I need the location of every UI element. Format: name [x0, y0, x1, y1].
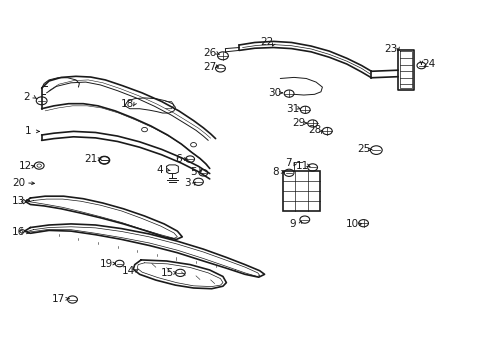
Text: 24: 24: [422, 59, 436, 69]
Text: 10: 10: [346, 219, 359, 229]
Text: 5: 5: [190, 167, 197, 177]
Text: 14: 14: [122, 266, 135, 276]
Text: 20: 20: [12, 178, 25, 188]
Text: 25: 25: [357, 144, 371, 154]
Text: 13: 13: [12, 196, 25, 206]
Text: 17: 17: [52, 294, 66, 304]
Text: 15: 15: [161, 268, 174, 278]
Text: 12: 12: [19, 161, 32, 171]
Text: 29: 29: [292, 118, 306, 128]
Text: 19: 19: [100, 258, 114, 269]
Text: 9: 9: [290, 219, 296, 229]
Text: 3: 3: [184, 178, 191, 188]
Text: 11: 11: [295, 161, 309, 171]
Bar: [283, 171, 320, 211]
Text: 27: 27: [203, 62, 217, 72]
Text: 28: 28: [308, 125, 321, 135]
Text: 22: 22: [260, 37, 274, 48]
Text: 21: 21: [84, 154, 98, 164]
Text: 8: 8: [272, 167, 279, 177]
Text: 6: 6: [175, 154, 182, 164]
Text: 26: 26: [203, 48, 217, 58]
Text: 23: 23: [384, 44, 398, 54]
Text: 1: 1: [25, 126, 32, 136]
Text: 31: 31: [286, 104, 299, 114]
Text: 4: 4: [156, 165, 163, 175]
Text: 16: 16: [12, 227, 25, 237]
Text: 18: 18: [121, 99, 134, 109]
Text: 30: 30: [268, 88, 281, 98]
Text: 7: 7: [285, 158, 292, 168]
Text: 2: 2: [24, 92, 30, 102]
